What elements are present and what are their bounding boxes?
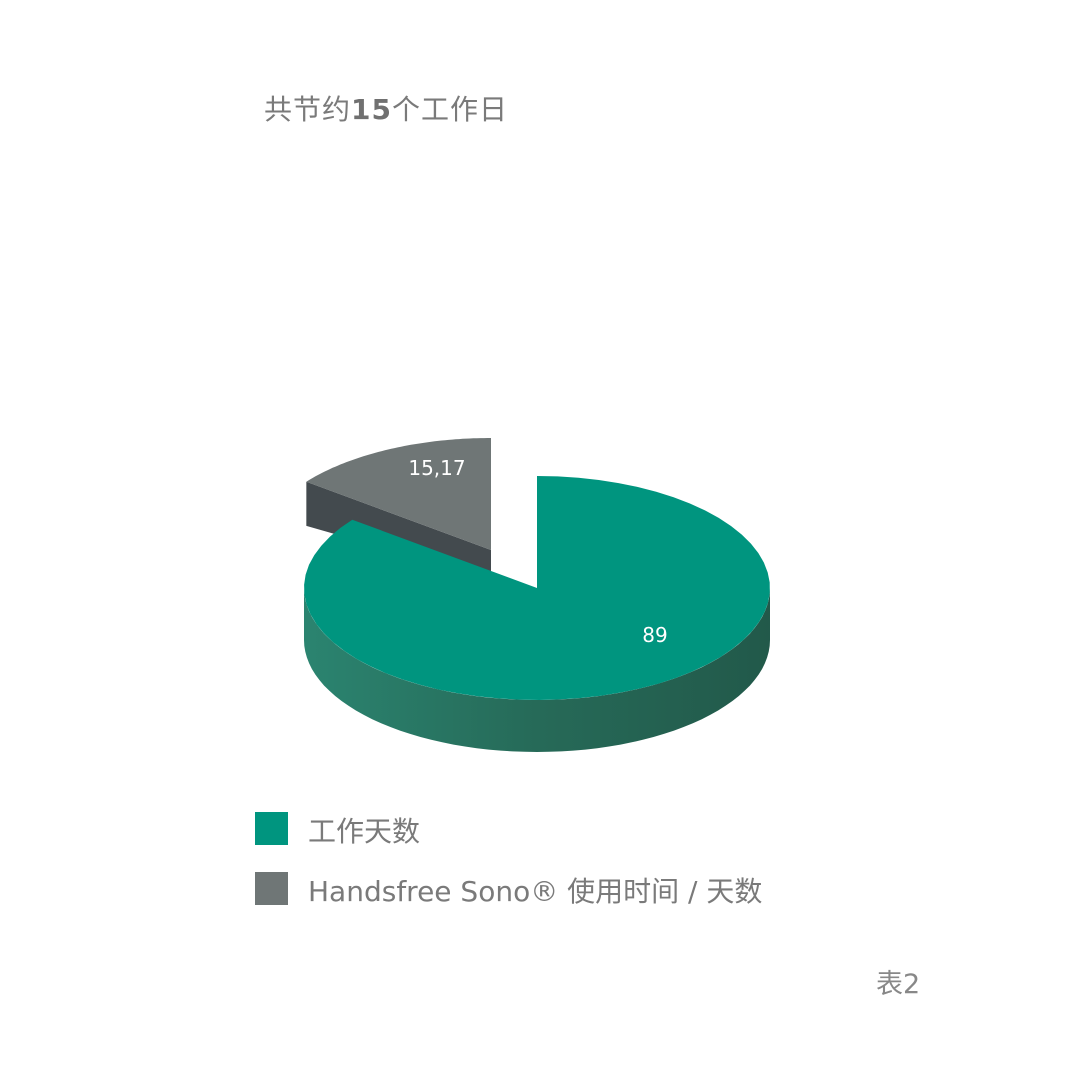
data-label-work-days: 89 xyxy=(642,623,667,647)
title-part: 个工作日 xyxy=(391,93,508,126)
legend-label: 工作天数 xyxy=(308,815,421,848)
chart-title: 共节约15个工作日 xyxy=(264,88,508,128)
title-part: 共节约 xyxy=(264,93,352,126)
title-number: 15 xyxy=(351,93,392,126)
table-number-label: 表2 xyxy=(876,969,921,1000)
legend-label: Handsfree Sono® 使用时间 / 天数 xyxy=(308,875,763,908)
slice-work-days xyxy=(304,476,770,700)
slice-side-work-days xyxy=(304,588,770,752)
legend-swatch xyxy=(255,872,288,905)
legend-swatch xyxy=(255,812,288,845)
slice-handsfree-sono xyxy=(306,438,491,550)
data-label-handsfree-sono: 15,17 xyxy=(408,456,465,480)
